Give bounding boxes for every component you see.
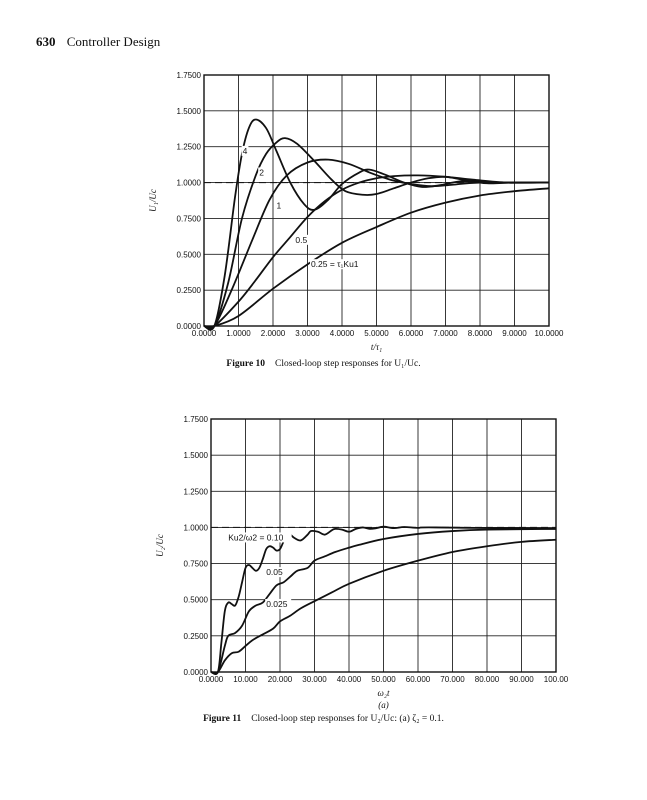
y-tick-label: 1.0000 (177, 179, 202, 188)
curve-label: 0.25 = τ₁Ku1 (311, 259, 359, 269)
sub-figure-label: (a) (378, 700, 389, 710)
x-tick-label: 6.0000 (399, 329, 424, 338)
curve-label: 0.5 (295, 235, 307, 245)
x-tick-label: 10.000 (233, 675, 258, 684)
x-tick-label: 2.0000 (261, 329, 286, 338)
y-tick-label: 1.2500 (177, 143, 202, 152)
curve-label: 4 (243, 146, 248, 156)
x-axis-label: ω₂t (378, 688, 390, 698)
x-tick-label: 60.000 (406, 675, 431, 684)
x-tick-label: 80.000 (475, 675, 500, 684)
x-tick-label: 5.0000 (364, 329, 389, 338)
section-title: Controller Design (66, 34, 161, 49)
x-tick-label: 1.0000 (226, 329, 251, 338)
series-line-1 (203, 158, 550, 330)
plot-frame (210, 418, 557, 673)
series-line-0_25Ku1 (203, 187, 550, 328)
x-tick-label: 40.000 (337, 675, 362, 684)
x-tick-label: 9.0000 (502, 329, 527, 338)
plot-frame (203, 74, 550, 327)
curve-label: Ku2/ω2 = 0.10 (228, 532, 283, 542)
page-number: 630 (36, 34, 56, 49)
y-tick-label: 0.5000 (184, 596, 209, 605)
annotation-background (265, 567, 287, 578)
y-tick-label: 0.0000 (177, 322, 202, 331)
x-tick-label: 4.0000 (330, 329, 355, 338)
annotation-background (265, 598, 292, 609)
x-tick-label: 20.000 (268, 675, 293, 684)
series-line-0_05 (210, 527, 557, 675)
y-tick-label: 0.2500 (177, 286, 202, 295)
caption-text: Closed-loop step responses for U₂/Uc: (a… (251, 714, 444, 724)
x-tick-label: 100.00 (544, 675, 569, 684)
y-tick-label: 1.0000 (184, 523, 209, 532)
y-tick-label: 1.2500 (184, 487, 209, 496)
x-axis-label: t/τ₁ (371, 342, 382, 352)
curve-label: 1 (276, 200, 281, 210)
x-tick-label: 8.0000 (468, 329, 493, 338)
chart-11: 0.0000 10.000 20.000 30.000 40.000 50.000 60.0… (155, 415, 569, 710)
page-header: 630 Controller Design (36, 34, 160, 50)
curve-label: 0.025 (266, 599, 288, 609)
series-line-0_025 (210, 538, 557, 674)
series-line-0_5 (203, 174, 550, 329)
annotation-background (309, 259, 370, 270)
x-tick-label: 50.000 (371, 675, 396, 684)
y-tick-label: 0.2500 (184, 632, 209, 641)
x-tick-label: 7.0000 (433, 329, 458, 338)
x-tick-label: 30.000 (302, 675, 327, 684)
x-tick-label: 0.0000 (192, 329, 217, 338)
figure-10-caption: Figure 10 Closed-loop step responses for … (0, 359, 647, 369)
y-tick-label: 1.5000 (184, 451, 209, 460)
annotation-background (227, 532, 292, 543)
caption-text: Closed-loop step responses for U₁/Uc. (275, 359, 421, 369)
curve-label: 0.05 (266, 567, 283, 577)
x-tick-label: 0.0000 (199, 675, 224, 684)
figure-label: Figure 10 (226, 359, 266, 369)
y-axis-label: U₂/Uc (155, 534, 165, 557)
y-tick-label: 0.0000 (184, 668, 209, 677)
y-tick-label: 1.5000 (177, 107, 202, 116)
y-tick-label: 0.7500 (184, 560, 209, 569)
x-tick-label: 90.000 (509, 675, 534, 684)
annotation-background (294, 234, 311, 245)
y-tick-label: 0.7500 (177, 214, 202, 223)
chart-10: 0.0000 1.0000 2.0000 3.0000 4.0000 5.0000 6.00… (148, 71, 564, 352)
figure-11-caption: Figure 11 Closed-loop step responses for … (0, 714, 647, 724)
annotation-background (258, 167, 265, 178)
y-tick-label: 1.7500 (184, 415, 209, 424)
figure-label: Figure 11 (203, 714, 242, 724)
x-tick-label: 70.000 (440, 675, 465, 684)
annotation-background (241, 145, 249, 156)
y-tick-label: 1.7500 (177, 71, 202, 80)
x-tick-label: 10.0000 (535, 329, 564, 338)
y-axis-label: U₁/Uc (148, 189, 158, 212)
x-tick-label: 3.0000 (295, 329, 320, 338)
y-tick-label: 0.5000 (177, 250, 202, 259)
curve-label: 2 (259, 167, 264, 177)
annotation-background (275, 200, 283, 211)
